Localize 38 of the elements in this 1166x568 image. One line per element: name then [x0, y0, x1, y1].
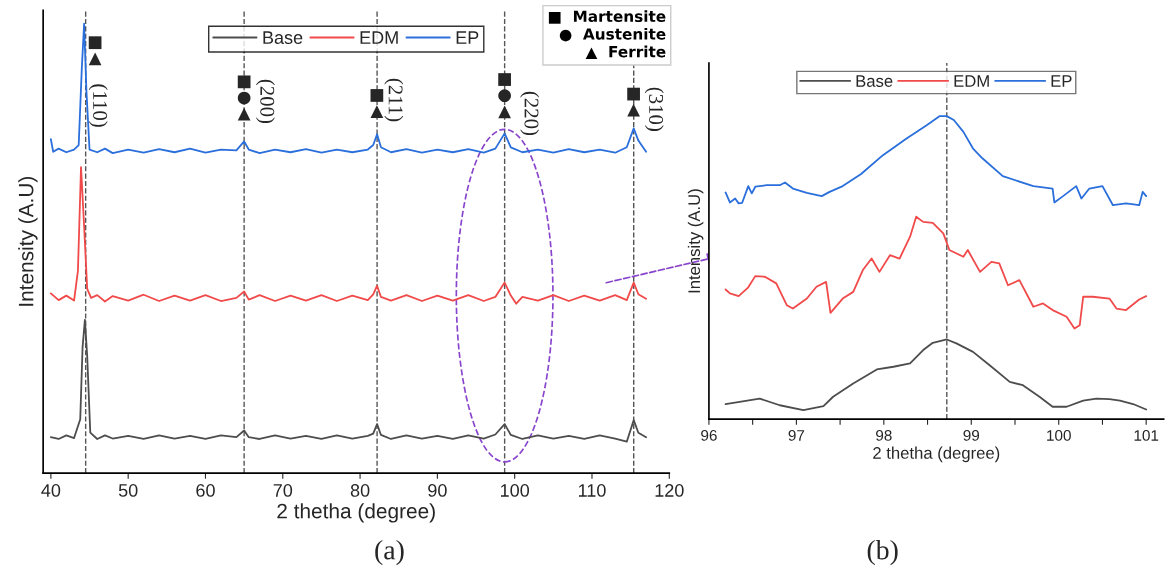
- x-tick-label: 120: [655, 484, 684, 497]
- annotation: ■ ▲: [627, 87, 640, 117]
- legend-label: EDM: [360, 31, 398, 44]
- annotation: (110): [88, 84, 108, 127]
- x-tick-label: 96: [701, 430, 717, 441]
- x-tick-label: 60: [196, 484, 215, 497]
- x-tick-label: 70: [273, 484, 293, 497]
- x-tick-label: 97: [788, 430, 805, 441]
- x-tick-label: 90: [428, 484, 447, 497]
- x-tick-label: 99: [963, 430, 980, 441]
- legend-label: Base: [856, 75, 893, 87]
- x-tick-label: 40: [41, 484, 61, 497]
- annotation: (220): [520, 91, 540, 136]
- annotation: ■ ▲: [370, 89, 384, 118]
- x-tick-label: 110: [578, 484, 606, 497]
- annotation: ■ ● ▲: [237, 75, 251, 121]
- x-tick-label: 100: [1047, 430, 1071, 441]
- x-axis-title: 2 thetha (degree): [277, 503, 435, 523]
- annotation: ■ ▲: [88, 36, 102, 66]
- text: (b): [867, 539, 898, 566]
- x-tick-label: 50: [118, 484, 138, 497]
- legend-label: EP: [1051, 75, 1072, 87]
- annotation: (310): [644, 87, 664, 131]
- x-tick-label: 101: [1134, 430, 1159, 441]
- annotation: ■ Martensite ● Austenite ▲ Ferrite: [548, 10, 666, 60]
- annotation: ■ ● ▲: [498, 73, 511, 119]
- annotation: (200): [255, 79, 275, 124]
- y-axis-title: Intensity (A.U): [687, 189, 704, 293]
- x-tick-label: 98: [876, 430, 892, 441]
- x-tick-label: 100: [501, 484, 530, 497]
- annotation: (211): [384, 78, 404, 122]
- y-axis-title: Intensity (A.U): [18, 176, 38, 306]
- legend-label: EDM: [954, 75, 989, 87]
- legend-label: EP: [456, 31, 479, 44]
- legend-label: Base: [263, 31, 303, 44]
- x-axis-title: 2 thetha (degree): [873, 446, 1000, 463]
- text: (a): [375, 539, 404, 566]
- x-tick-label: 80: [350, 484, 370, 497]
